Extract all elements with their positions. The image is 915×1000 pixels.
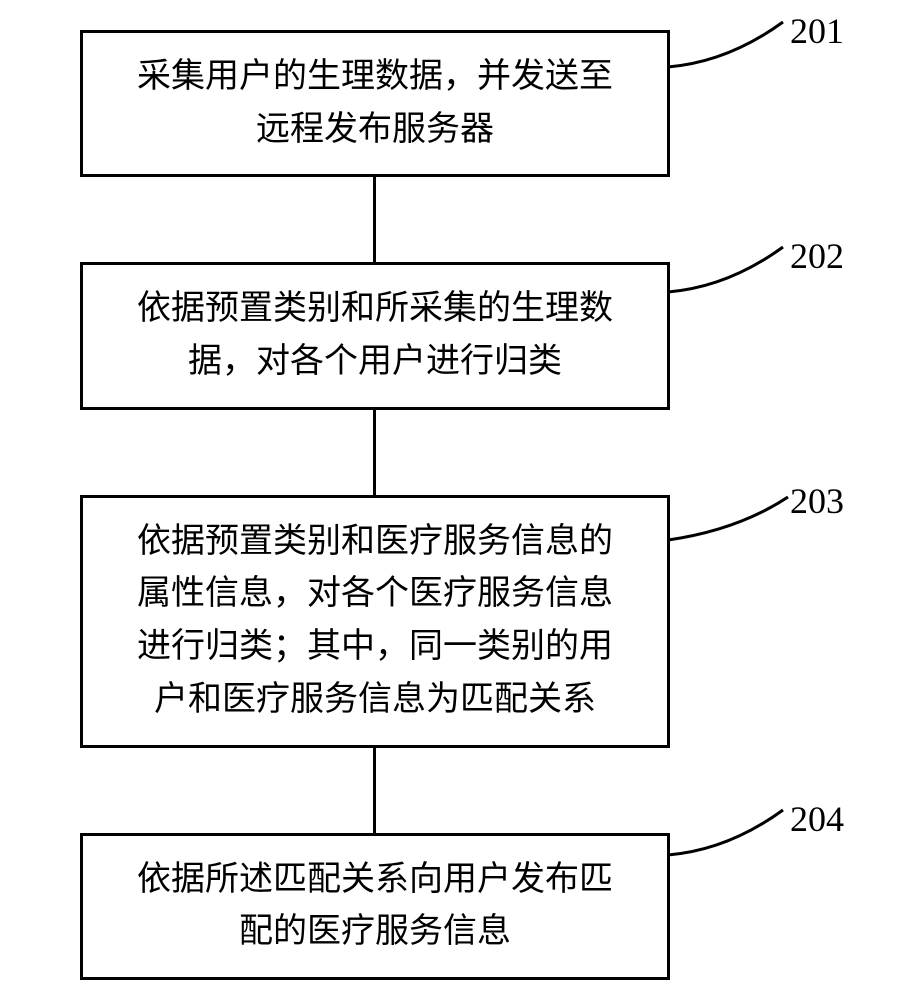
leader-3: [668, 485, 798, 555]
connector-2-3: [373, 410, 376, 495]
flowchart-container: 采集用户的生理数据，并发送至 远程发布服务器 201 依据预置类别和所采集的生理…: [80, 30, 840, 980]
flow-label-2: 202: [790, 235, 844, 277]
flow-node-3-text: 依据预置类别和医疗服务信息的 属性信息，对各个医疗服务信息 进行归类；其中，同一…: [111, 516, 639, 727]
leader-1: [668, 12, 798, 72]
flow-label-4: 204: [790, 798, 844, 840]
flow-node-4-text: 依据所述匹配关系向用户发布匹 配的医疗服务信息: [111, 854, 639, 959]
flow-node-2-text: 依据预置类别和所采集的生理数 据，对各个用户进行归类: [111, 283, 639, 388]
flow-node-2: 依据预置类别和所采集的生理数 据，对各个用户进行归类: [80, 262, 670, 409]
flow-label-3: 203: [790, 480, 844, 522]
connector-3-4: [373, 748, 376, 833]
connector-1-2: [373, 177, 376, 262]
leader-4: [668, 800, 798, 860]
flow-label-1: 201: [790, 10, 844, 52]
leader-2: [668, 237, 798, 297]
flow-node-1: 采集用户的生理数据，并发送至 远程发布服务器: [80, 30, 670, 177]
flow-node-1-text: 采集用户的生理数据，并发送至 远程发布服务器: [111, 51, 639, 156]
flow-node-3: 依据预置类别和医疗服务信息的 属性信息，对各个医疗服务信息 进行归类；其中，同一…: [80, 495, 670, 748]
flow-node-4: 依据所述匹配关系向用户发布匹 配的医疗服务信息: [80, 833, 670, 980]
